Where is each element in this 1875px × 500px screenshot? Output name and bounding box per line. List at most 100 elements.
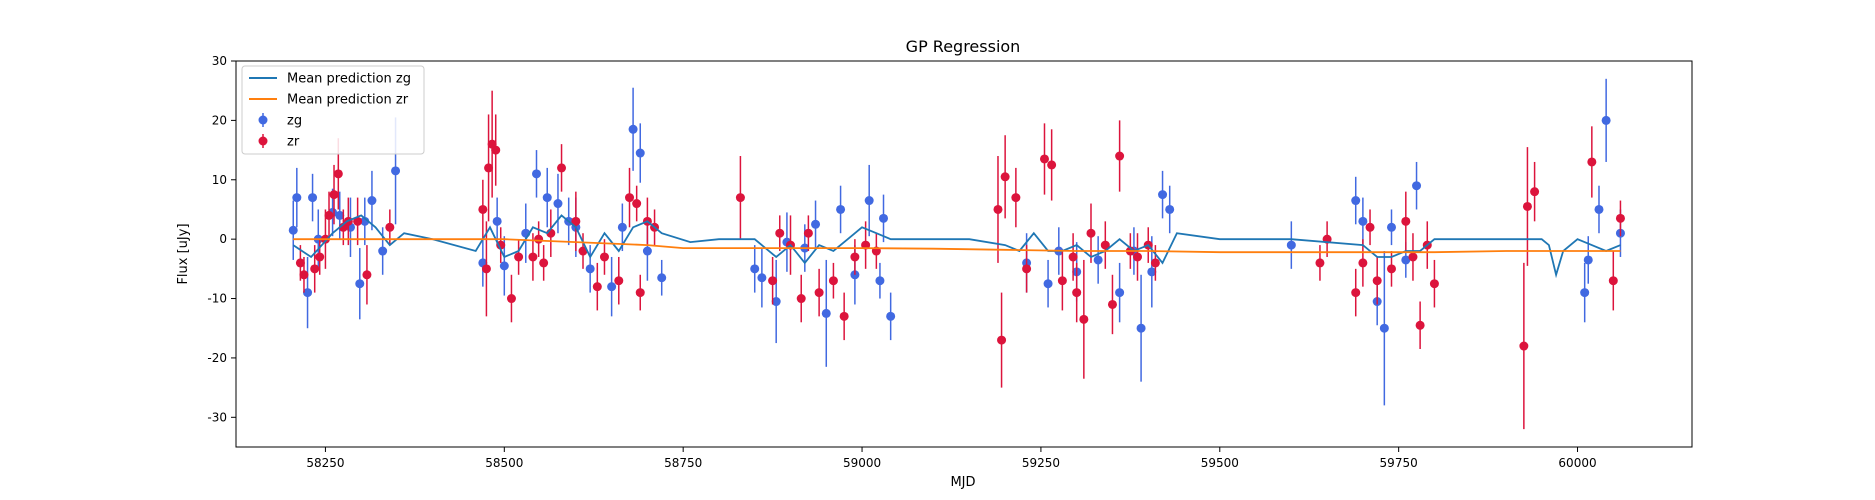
point-zr — [539, 258, 549, 268]
legend-point-marker — [258, 115, 268, 125]
y-tick-label: 10 — [212, 173, 227, 187]
point-zr — [1133, 252, 1143, 262]
point-zg — [821, 308, 831, 318]
point-zg — [1379, 323, 1389, 333]
point-zg — [879, 213, 889, 223]
point-zr — [491, 145, 501, 155]
x-tick-label: 59500 — [1201, 456, 1239, 470]
point-zg — [607, 282, 617, 292]
point-zr — [592, 282, 602, 292]
point-zr — [1107, 299, 1117, 309]
point-zr — [993, 204, 1003, 214]
point-zr — [1365, 222, 1375, 232]
legend-label: Mean prediction zr — [287, 93, 409, 108]
point-zg — [836, 204, 846, 214]
point-zr — [1401, 216, 1411, 226]
point-zg — [1043, 279, 1053, 289]
y-tick-label: -30 — [207, 410, 227, 424]
series-zr — [295, 90, 1625, 430]
point-zg — [542, 193, 552, 203]
point-zg — [1401, 255, 1411, 265]
legend-box — [241, 65, 425, 155]
point-zg — [391, 166, 401, 176]
x-tick-label: 59750 — [1380, 456, 1418, 470]
point-zg — [635, 148, 645, 158]
point-zr — [1086, 228, 1096, 238]
point-zr — [1615, 213, 1625, 223]
chart-title: GP Regression — [906, 37, 1021, 56]
point-zr — [1415, 320, 1425, 330]
point-zr — [1100, 240, 1110, 250]
point-zg — [1594, 204, 1604, 214]
point-zg — [886, 311, 896, 321]
point-zg — [1583, 255, 1593, 265]
point-zr — [768, 276, 778, 286]
x-tick-label: 59000 — [843, 456, 881, 470]
point-zg — [811, 219, 821, 229]
x-axis-label: MJD — [950, 475, 975, 490]
point-zr — [1358, 258, 1368, 268]
y-tick-label: -10 — [207, 292, 227, 306]
point-zg — [1386, 222, 1396, 232]
point-zg — [1093, 255, 1103, 265]
point-zr — [528, 252, 538, 262]
legend-point-marker — [258, 136, 268, 146]
point-zg — [1601, 115, 1611, 125]
point-zr — [353, 216, 363, 226]
point-zr — [295, 258, 305, 268]
point-zr — [310, 264, 320, 274]
line-Mean prediction zg — [292, 214, 1621, 279]
point-zr — [385, 222, 395, 232]
point-zr — [478, 204, 488, 214]
x-axis-ticks: 58250 58500 58750 59000 59250 59500 59750 60000 — [306, 447, 1597, 470]
point-zg — [1358, 216, 1368, 226]
x-tick-label: 58750 — [664, 456, 702, 470]
point-zr — [1372, 276, 1382, 286]
point-zr — [514, 252, 524, 262]
point-zr — [839, 311, 849, 321]
point-zr — [557, 163, 567, 173]
point-zr — [1530, 187, 1540, 197]
point-zr — [324, 210, 334, 220]
point-zg — [367, 196, 377, 206]
point-zg — [1286, 240, 1296, 250]
x-tick-label: 58500 — [485, 456, 523, 470]
point-zg — [308, 193, 318, 203]
point-zg — [1351, 196, 1361, 206]
point-zg — [1136, 323, 1146, 333]
point-zr — [333, 169, 343, 179]
point-zr — [1315, 258, 1325, 268]
point-zr — [828, 276, 838, 286]
point-zg — [628, 124, 638, 134]
y-tick-label: 30 — [212, 54, 227, 68]
point-zr — [1150, 258, 1160, 268]
point-zr — [484, 163, 494, 173]
point-zg — [303, 288, 313, 298]
point-zg — [1147, 267, 1157, 277]
point-zr — [362, 270, 372, 280]
point-zr — [506, 294, 516, 304]
point-zr — [1386, 264, 1396, 274]
point-zr — [803, 228, 813, 238]
point-zg — [1412, 181, 1422, 191]
point-zr — [1022, 264, 1032, 274]
point-zr — [635, 288, 645, 298]
plot-area — [288, 78, 1625, 430]
y-tick-label: 20 — [212, 113, 227, 127]
legend-label: Mean prediction zg — [287, 72, 411, 87]
point-zg — [750, 264, 760, 274]
point-zg — [492, 216, 502, 226]
point-zr — [997, 335, 1007, 345]
point-zr — [1068, 252, 1078, 262]
point-zg — [642, 246, 652, 256]
point-zr — [796, 294, 806, 304]
point-zr — [1079, 314, 1089, 324]
point-zr — [632, 199, 642, 209]
point-zr — [625, 193, 635, 203]
point-zg — [1580, 288, 1590, 298]
point-zg — [499, 261, 509, 271]
point-zr — [814, 288, 824, 298]
point-zg — [378, 246, 388, 256]
legend: Mean prediction zg Mean prediction zr zg zr — [241, 65, 425, 155]
point-zg — [657, 273, 667, 283]
